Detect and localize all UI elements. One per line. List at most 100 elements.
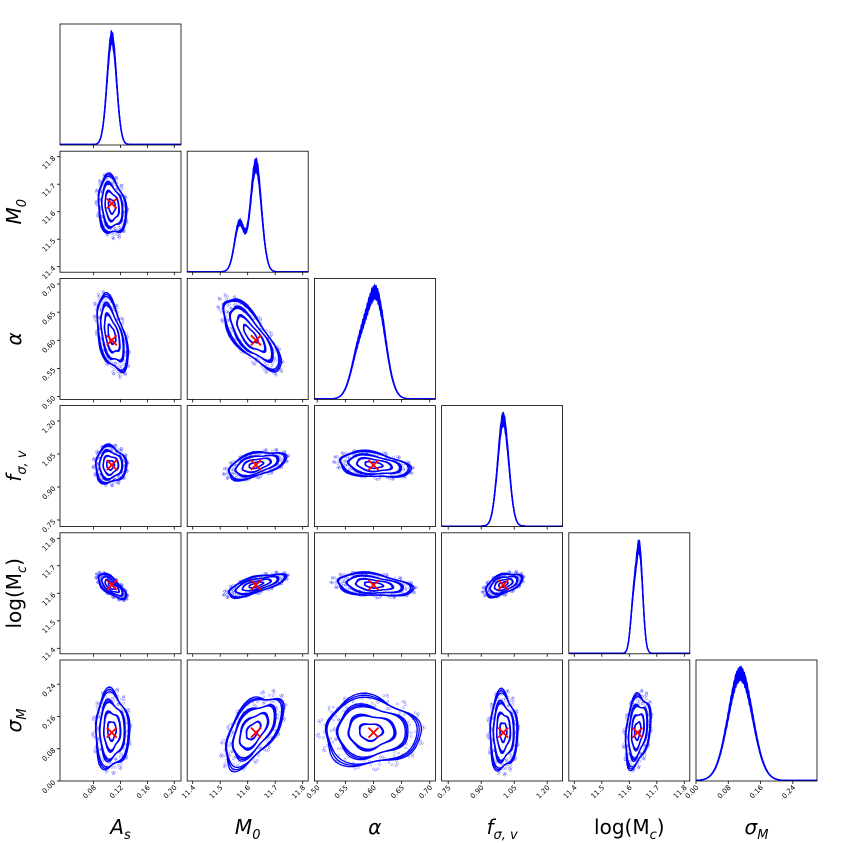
sample-point [93, 715, 96, 719]
contour-level-2 [104, 189, 120, 223]
sample-point [382, 694, 386, 697]
sample-point [93, 302, 97, 305]
sample-point [275, 707, 279, 710]
contour-level-2 [493, 578, 514, 592]
sample-point [223, 593, 226, 597]
sample-point [502, 772, 506, 775]
contour-level-2 [238, 711, 270, 751]
plot-area [91, 685, 133, 776]
sample-point [94, 332, 98, 335]
sample-point [331, 740, 335, 744]
sample-point [401, 700, 405, 704]
sample-point [329, 737, 332, 740]
contour-level-3 [627, 703, 649, 763]
contour-level-4 [222, 298, 283, 373]
sample-point [347, 467, 351, 470]
sample-point [489, 702, 493, 706]
sample-point [270, 449, 274, 453]
sample-point [222, 765, 226, 768]
sample-point [229, 306, 233, 310]
panel-frame [59, 277, 182, 400]
sample-point [338, 572, 342, 576]
sample-point [220, 319, 223, 322]
contour-level-3 [335, 703, 409, 761]
sample-point [486, 736, 490, 740]
sample-point [229, 723, 232, 726]
contour-level-2 [354, 577, 395, 592]
sample-point [397, 751, 400, 755]
y-tick-label: 11.6 [41, 591, 58, 608]
marginal-panel-alpha [313, 277, 436, 403]
marginal-curve [187, 161, 309, 273]
marginal-curve [60, 29, 181, 145]
sample-point [226, 310, 230, 314]
sample-point [373, 704, 377, 708]
marginal-curve [568, 538, 690, 654]
sample-point [332, 728, 336, 732]
sample-point [257, 754, 260, 757]
sample-point [486, 719, 490, 723]
marginal-curve [441, 411, 563, 527]
sample-point [95, 451, 99, 455]
x-tick-label: 0.08 [81, 784, 98, 801]
sample-point [643, 695, 647, 698]
truth-marker [250, 579, 262, 591]
sample-point [280, 370, 284, 373]
sample-point [115, 232, 119, 236]
sample-point [507, 765, 510, 768]
x-tick-label: 0.00 [684, 784, 701, 801]
y-tick-label: 0.55 [41, 366, 58, 383]
sample-point [216, 305, 219, 309]
sample-point [411, 754, 414, 758]
marginal-panel-As [59, 23, 182, 148]
sample-point [332, 718, 335, 722]
sample-point [117, 448, 121, 452]
sample-point [419, 739, 423, 743]
sample-point [223, 292, 227, 296]
sample-point [111, 481, 115, 485]
sample-point [116, 306, 119, 309]
sample-point [381, 755, 384, 759]
sample-point [512, 571, 515, 575]
truth-marker [106, 579, 118, 591]
panel-frame [186, 150, 309, 273]
contour-level-4 [97, 172, 128, 234]
sample-point [110, 365, 114, 368]
sample-point [508, 757, 512, 760]
x-tick-label: 0.50 [305, 784, 322, 801]
sample-point [409, 735, 413, 738]
sample-point [118, 365, 121, 369]
x-axis-label-fsv: fσ, v [486, 815, 518, 843]
sample-point [390, 763, 394, 767]
sample-point [122, 363, 125, 366]
sample-point [114, 757, 118, 761]
pair-panel-alpha-logMc [313, 532, 436, 657]
sample-point [403, 700, 407, 704]
sample-point [387, 707, 391, 711]
sample-point [414, 711, 417, 715]
truth-marker [367, 726, 380, 739]
truth-marker [106, 334, 118, 346]
sample-point [315, 734, 319, 737]
sample-point [508, 752, 512, 756]
sample-point [640, 690, 644, 693]
y-tick-label: 0.16 [41, 714, 58, 731]
sample-point [334, 737, 337, 741]
x-tick-label: 0.16 [135, 783, 152, 800]
y-axis-label-fsv: fσ, v [2, 450, 30, 482]
sample-point [625, 716, 628, 720]
sample-point [333, 455, 336, 459]
sample-point [228, 753, 232, 757]
sample-point [266, 363, 269, 367]
plot-area [221, 448, 291, 482]
y-tick-label: 0.60 [41, 338, 58, 355]
sample-point [511, 696, 515, 700]
sample-point [643, 755, 646, 758]
sample-point [267, 748, 270, 752]
sample-point [322, 746, 326, 749]
sample-point [271, 694, 275, 698]
sample-point [111, 483, 115, 487]
sample-point [102, 300, 106, 303]
sample-point [639, 690, 643, 693]
x-tick-label: 0.24 [781, 783, 798, 800]
